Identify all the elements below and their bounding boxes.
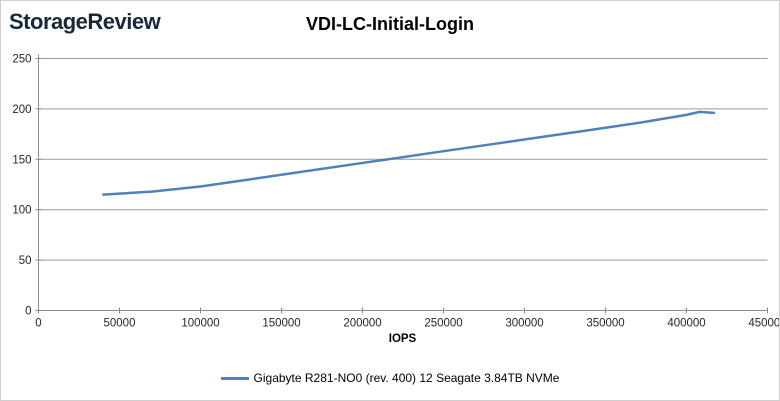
y-tick-label: 0 (25, 306, 31, 318)
legend-line-sample (220, 376, 249, 380)
y-tick-label: 200 (12, 104, 31, 116)
x-tick-label: 350000 (586, 318, 624, 330)
x-axis-title: IOPS (388, 333, 417, 345)
x-tick-label: 150000 (262, 318, 300, 330)
legend-series-label: Gigabyte R281-NO0 (rev. 400) 12 Seagate … (253, 371, 560, 385)
x-tick-label: 50000 (104, 318, 136, 330)
y-tick-label: 150 (12, 154, 31, 166)
x-tick-label: 300000 (505, 318, 543, 330)
x-tick-label: 100000 (181, 318, 219, 330)
x-tick-label: 450000 (748, 318, 780, 330)
storagereview-logo: StorageReview (9, 9, 161, 34)
x-tick-label: 400000 (667, 318, 705, 330)
chart-title: VDI-LC-Initial-Login (306, 14, 474, 34)
x-tick-label: 0 (35, 318, 41, 330)
y-tick-label: 50 (19, 255, 32, 267)
x-tick-label: 250000 (424, 318, 462, 330)
x-tick-label: 200000 (343, 318, 381, 330)
series-line (102, 110, 716, 196)
y-tick-label: 250 (12, 54, 31, 66)
legend: Gigabyte R281-NO0 (rev. 400) 12 Seagate … (1, 371, 779, 385)
y-tick-label: 100 (12, 205, 31, 217)
